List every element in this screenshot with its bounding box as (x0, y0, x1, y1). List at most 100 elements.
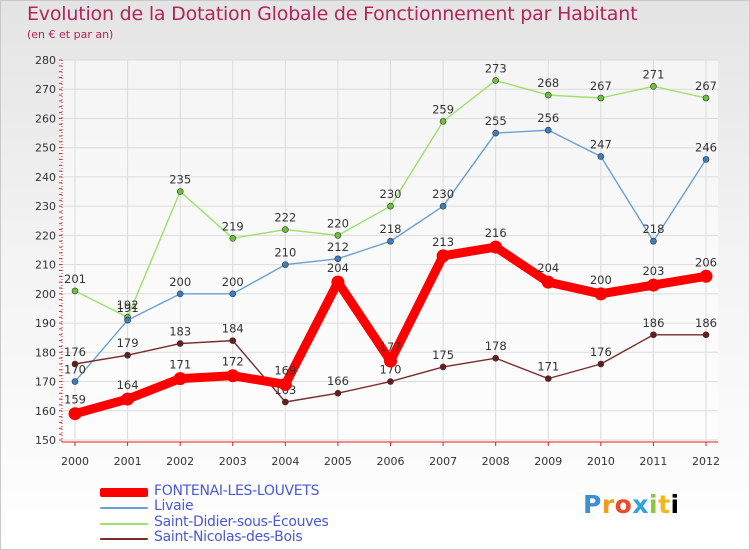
data-label-livaie: 218 (380, 222, 402, 236)
data-point-livaie (229, 290, 237, 298)
data-point-saint-nicolas (650, 331, 657, 339)
data-label-saint-nicolas: 184 (222, 322, 244, 336)
x-tick-label: 2004 (271, 455, 299, 468)
x-tick-label: 2008 (482, 455, 510, 468)
data-point-fontenai (384, 354, 397, 368)
data-point-livaie (334, 255, 342, 263)
y-tick-label: 270 (35, 83, 56, 96)
data-point-saint-didier (597, 94, 605, 102)
data-point-livaie (387, 237, 394, 245)
y-tick-label: 190 (35, 317, 56, 330)
data-label-fontenai: 204 (327, 261, 349, 275)
chart-title: Evolution de la Dotation Globale de Fonc… (27, 3, 638, 25)
data-point-fontenai (489, 240, 503, 254)
data-label-fontenai: 159 (64, 393, 86, 407)
data-point-livaie (124, 316, 131, 324)
data-label-saint-didier: 271 (642, 67, 664, 81)
x-tick-label: 2010 (587, 455, 615, 468)
data-point-livaie (282, 261, 289, 268)
y-tick-label: 210 (35, 259, 56, 272)
data-label-livaie: 200 (222, 275, 244, 289)
data-label-saint-didier: 235 (169, 173, 191, 187)
data-point-fontenai (594, 287, 608, 301)
chart-subtitle: (en € et par an) (27, 28, 114, 41)
data-label-saint-nicolas: 183 (169, 325, 191, 339)
data-point-saint-nicolas (492, 354, 499, 362)
y-tick-label: 180 (35, 346, 56, 359)
data-point-livaie (702, 156, 710, 163)
x-tick-label: 2007 (429, 455, 457, 468)
y-tick-label: 170 (35, 376, 56, 389)
data-label-saint-nicolas: 186 (642, 316, 664, 330)
data-point-saint-nicolas (124, 351, 131, 359)
data-point-fontenai (436, 249, 450, 263)
legend-label-fontenai: FONTENAI-LES-LOUVETS (154, 483, 320, 499)
data-point-saint-nicolas (439, 363, 447, 371)
data-point-saint-didier (71, 287, 79, 295)
data-point-fontenai (173, 372, 187, 386)
data-label-saint-didier: 273 (485, 61, 507, 75)
data-label-saint-didier: 267 (590, 79, 612, 93)
data-label-livaie: 200 (169, 275, 191, 289)
data-point-saint-didier (387, 202, 394, 210)
y-tick-label: 220 (35, 229, 56, 242)
data-point-fontenai (121, 392, 135, 406)
y-tick-label: 250 (35, 142, 56, 155)
data-label-fontenai: 172 (222, 355, 244, 369)
data-label-livaie: 218 (642, 222, 664, 236)
y-tick-label: 200 (35, 288, 56, 301)
data-label-livaie: 191 (117, 301, 139, 315)
data-label-livaie: 255 (485, 114, 507, 128)
data-point-saint-didier (439, 118, 447, 125)
data-label-livaie: 256 (537, 111, 559, 125)
data-point-saint-nicolas (229, 337, 237, 344)
data-label-fontenai: 171 (169, 358, 191, 372)
y-tick-label: 280 (35, 54, 56, 67)
x-tick-label: 2002 (166, 455, 194, 468)
legend-label-saint-nicolas: Saint-Nicolas-des-Bois (154, 529, 303, 545)
data-point-livaie (439, 202, 447, 210)
data-point-saint-nicolas (71, 360, 79, 368)
data-label-livaie: 210 (274, 246, 296, 260)
data-point-saint-nicolas (597, 360, 605, 368)
data-point-saint-didier (702, 94, 710, 102)
y-tick-label: 150 (35, 434, 56, 447)
data-label-fontenai: 206 (695, 255, 717, 269)
data-point-livaie (544, 126, 552, 134)
data-label-fontenai: 164 (117, 378, 139, 392)
data-label-saint-didier: 220 (327, 216, 349, 230)
data-point-saint-nicolas (282, 398, 289, 406)
x-tick-label: 2001 (114, 455, 142, 468)
data-label-saint-nicolas: 175 (432, 348, 454, 362)
proxiti-logo: Proxiti (583, 490, 680, 519)
data-point-livaie (650, 237, 657, 245)
data-point-livaie (71, 378, 79, 385)
data-label-saint-didier: 230 (380, 187, 402, 201)
legend-swatch-saint-didier (100, 523, 148, 525)
data-point-fontenai (278, 377, 292, 391)
data-label-fontenai: 169 (274, 363, 296, 377)
data-label-saint-nicolas: 166 (327, 374, 349, 388)
data-label-livaie: 230 (432, 187, 454, 201)
data-point-saint-didier (176, 188, 184, 195)
data-label-fontenai: 216 (485, 226, 507, 240)
data-label-saint-nicolas: 179 (117, 336, 139, 350)
data-point-saint-nicolas (702, 331, 710, 339)
y-tick-label: 240 (35, 171, 56, 184)
y-tick-label: 230 (35, 200, 56, 213)
data-label-saint-didier: 192 (117, 298, 139, 312)
data-label-saint-nicolas: 178 (485, 339, 507, 353)
data-label-fontenai: 213 (432, 235, 454, 249)
y-tick-label: 260 (35, 112, 56, 125)
x-tick-label: 2003 (219, 455, 247, 468)
data-label-livaie: 246 (695, 140, 717, 154)
data-point-fontenai (226, 369, 240, 383)
data-label-fontenai: 203 (642, 264, 664, 278)
data-label-saint-nicolas: 170 (380, 363, 402, 377)
legend-swatch-fontenai (100, 488, 148, 497)
data-label-saint-didier: 222 (274, 211, 296, 225)
data-label-saint-nicolas: 186 (695, 316, 717, 330)
data-point-saint-nicolas (334, 389, 342, 397)
data-point-fontenai (699, 269, 713, 283)
legend-label-livaie: Livaie (154, 498, 194, 514)
